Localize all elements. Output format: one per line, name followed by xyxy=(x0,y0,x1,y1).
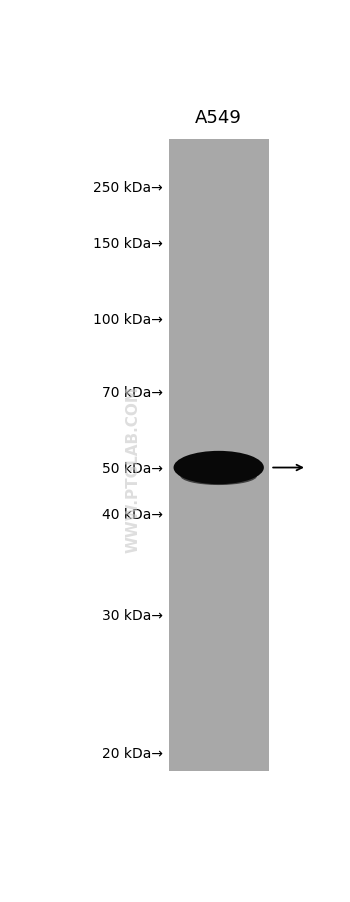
Text: 40 kDa→: 40 kDa→ xyxy=(102,508,163,521)
Text: 20 kDa→: 20 kDa→ xyxy=(102,746,163,759)
Text: WWW.PTGLAB.COM: WWW.PTGLAB.COM xyxy=(126,386,141,553)
Text: 50 kDa→: 50 kDa→ xyxy=(102,461,163,475)
Text: 30 kDa→: 30 kDa→ xyxy=(102,608,163,622)
Ellipse shape xyxy=(174,451,264,484)
Text: 250 kDa→: 250 kDa→ xyxy=(93,181,163,195)
Text: A549: A549 xyxy=(195,109,242,127)
Text: 150 kDa→: 150 kDa→ xyxy=(93,236,163,251)
Bar xyxy=(169,140,269,771)
Text: 100 kDa→: 100 kDa→ xyxy=(93,313,163,327)
Ellipse shape xyxy=(180,467,257,485)
Text: 70 kDa→: 70 kDa→ xyxy=(102,386,163,400)
